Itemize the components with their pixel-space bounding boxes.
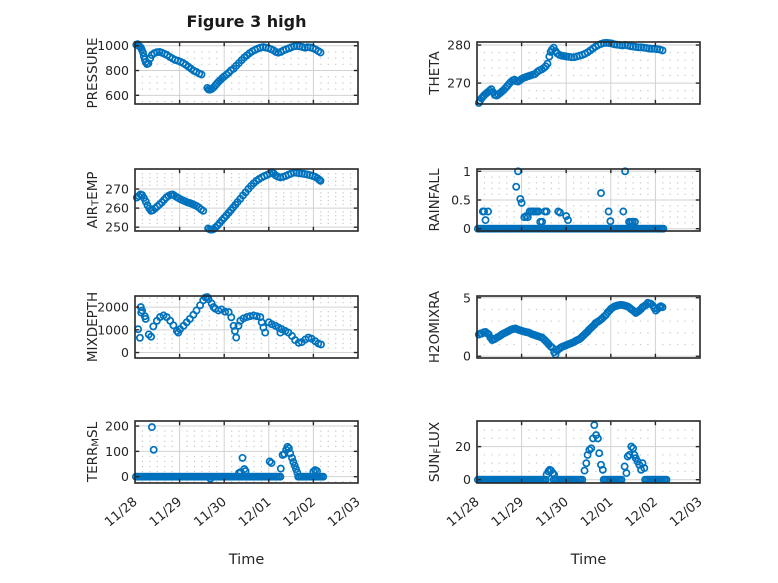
svg-text:100: 100 — [105, 444, 129, 459]
scatter-markers — [132, 40, 325, 94]
y-tick-labels: 0 100 200 — [105, 419, 129, 485]
y-tick-labels: 05 — [463, 290, 471, 363]
svg-text:0: 0 — [463, 221, 471, 236]
svg-text:11/29: 11/29 — [147, 495, 185, 531]
svg-text:11/29: 11/29 — [489, 495, 527, 531]
major-gridlines — [477, 42, 700, 104]
x-tick-labels: 11/28 11/29 11/30 12/01 12/02 12/03 — [102, 495, 363, 531]
ylabel-sunflux: SUNFLUX — [427, 422, 443, 482]
panel-theta: 270 280 THETA — [427, 38, 701, 107]
svg-text:0: 0 — [121, 469, 129, 484]
svg-text:0: 0 — [121, 345, 129, 360]
svg-text:12/01: 12/01 — [236, 495, 274, 531]
ylabel-mixdepth: MIXDEPTH — [85, 292, 101, 362]
svg-text:11/28: 11/28 — [102, 495, 140, 531]
svg-text:12/01: 12/01 — [578, 495, 616, 531]
svg-text:280: 280 — [447, 38, 471, 53]
scatter-markers — [134, 293, 325, 349]
xaxis-label-right: Time — [570, 552, 607, 568]
scatter-markers — [132, 168, 325, 234]
y-tick-labels: 00.51 — [451, 164, 471, 236]
svg-text:200: 200 — [105, 419, 129, 434]
major-gridlines — [135, 42, 358, 104]
svg-text:12/02: 12/02 — [623, 495, 661, 531]
svg-text:11/30: 11/30 — [533, 495, 571, 531]
svg-text:800: 800 — [105, 63, 129, 78]
svg-text:270: 270 — [447, 76, 471, 91]
tick-marks — [477, 421, 700, 483]
svg-text:12/02: 12/02 — [281, 495, 319, 531]
ylabel-h2omixra: H2OMIXRA — [427, 290, 443, 363]
scatter-markers — [474, 38, 667, 107]
panel-airtemp: 250 260 270 AIRTEMP — [85, 168, 359, 235]
svg-text:12/03: 12/03 — [325, 495, 363, 531]
ylabel-rainfall: RAINFALL — [427, 168, 443, 231]
svg-text:0.5: 0.5 — [451, 193, 471, 208]
tick-marks — [477, 296, 700, 358]
y-tick-labels: 0 1000 2000 — [97, 300, 129, 360]
svg-text:1000: 1000 — [97, 322, 129, 337]
minor-grid-dots — [141, 430, 352, 483]
svg-text:260: 260 — [105, 201, 129, 216]
svg-text:5: 5 — [463, 290, 471, 305]
svg-text:0: 0 — [463, 472, 471, 487]
tick-marks — [477, 169, 700, 231]
ylabel-terrmsl: TERRMSL — [85, 421, 101, 483]
ylabel-pressure: PRESSURE — [85, 38, 101, 109]
svg-text:270: 270 — [105, 182, 129, 197]
tick-marks — [477, 42, 700, 104]
svg-text:1000: 1000 — [97, 38, 129, 53]
ylabel-theta: THETA — [427, 51, 443, 96]
major-gridlines — [135, 296, 358, 358]
svg-text:250: 250 — [105, 220, 129, 235]
tick-marks — [135, 421, 358, 483]
y-tick-labels: 600 800 1000 — [97, 38, 129, 103]
svg-text:600: 600 — [105, 88, 129, 103]
figure-title: Figure 3 high — [186, 12, 307, 31]
tick-marks — [135, 169, 358, 231]
svg-text:12/03: 12/03 — [667, 495, 705, 531]
svg-text:2000: 2000 — [97, 300, 129, 315]
svg-text:11/28: 11/28 — [444, 495, 482, 531]
tick-marks — [135, 296, 358, 358]
svg-text:1: 1 — [463, 164, 471, 179]
svg-text:11/30: 11/30 — [191, 495, 229, 531]
y-tick-labels: 0 20 — [455, 439, 471, 487]
scatter-markers — [131, 423, 328, 483]
svg-text:20: 20 — [455, 439, 471, 454]
tick-marks — [135, 42, 358, 104]
y-tick-labels: 250 260 270 — [105, 182, 129, 235]
svg-text:0: 0 — [463, 349, 471, 364]
xaxis-label-left: Time — [228, 552, 265, 568]
ylabel-airtemp: AIRTEMP — [85, 171, 101, 228]
y-tick-labels: 270 280 — [447, 38, 471, 91]
scatter-markers — [474, 298, 667, 359]
x-tick-labels: 11/28 11/29 11/30 12/01 12/02 12/03 — [444, 495, 705, 531]
